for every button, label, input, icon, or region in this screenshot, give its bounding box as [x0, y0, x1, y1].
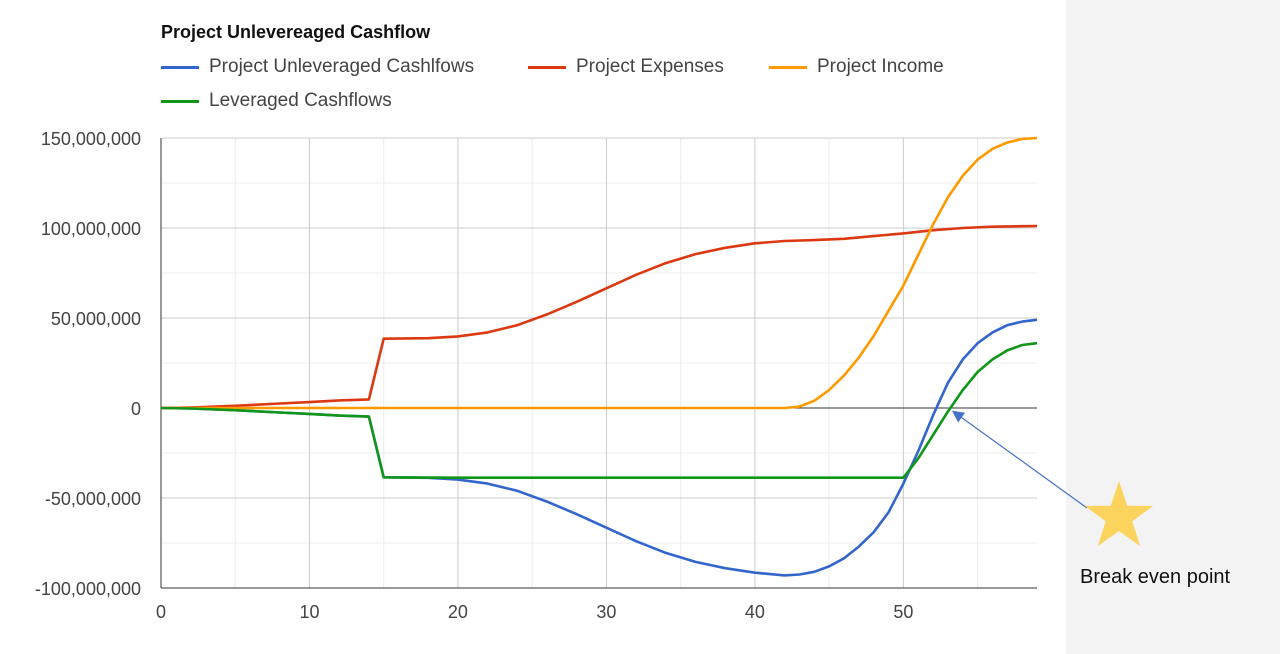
chart-area: [0, 0, 1066, 654]
legend-swatch-unleveraged: [161, 65, 199, 69]
series-line-project-expenses: [160, 224, 1038, 410]
legend-swatch-leveraged: [161, 99, 199, 103]
x-tick-label: 0: [156, 602, 166, 622]
legend-label-income: Project Income: [817, 56, 944, 77]
x-tick-label: 40: [745, 602, 765, 622]
x-tick-label: 30: [596, 602, 616, 622]
series-line-leveraged-cashflows: [160, 341, 1038, 479]
break-even-label: Break even point: [1080, 566, 1231, 588]
legend-swatch-expenses: [528, 65, 566, 69]
series-line-project-unleveraged-cashlfows: [160, 318, 1038, 577]
y-tick-label: -50,000,000: [45, 489, 141, 509]
legend-label-expenses: Project Expenses: [576, 56, 724, 77]
legend-item-leveraged[interactable]: Leveraged Cashflows: [161, 90, 392, 112]
legend-item-expenses[interactable]: Project Expenses: [528, 56, 724, 78]
legend-item-unleveraged[interactable]: Project Unleveraged Cashlfows: [161, 56, 474, 78]
y-tick-label: 50,000,000: [51, 309, 141, 329]
break-even-arrow: [951, 410, 1088, 509]
x-tick-label: 20: [448, 602, 468, 622]
y-tick-label: -100,000,000: [35, 579, 141, 599]
legend-swatch-income: [769, 65, 807, 69]
chart-title: Project Unlevereaged Cashflow: [161, 22, 431, 42]
series-line-project-income: [161, 136, 1038, 410]
y-tick-label: 100,000,000: [41, 219, 141, 239]
legend-item-income[interactable]: Project Income: [769, 56, 944, 78]
star-icon: [1084, 481, 1154, 547]
y-tick-label: 0: [131, 399, 141, 419]
x-tick-label: 50: [893, 602, 913, 622]
x-tick-label: 10: [299, 602, 319, 622]
y-tick-label: 150,000,000: [41, 129, 141, 149]
legend-label-leveraged: Leveraged Cashflows: [209, 90, 392, 111]
legend-label-unleveraged: Project Unleveraged Cashlfows: [209, 56, 475, 77]
side-panel: [1066, 0, 1280, 654]
